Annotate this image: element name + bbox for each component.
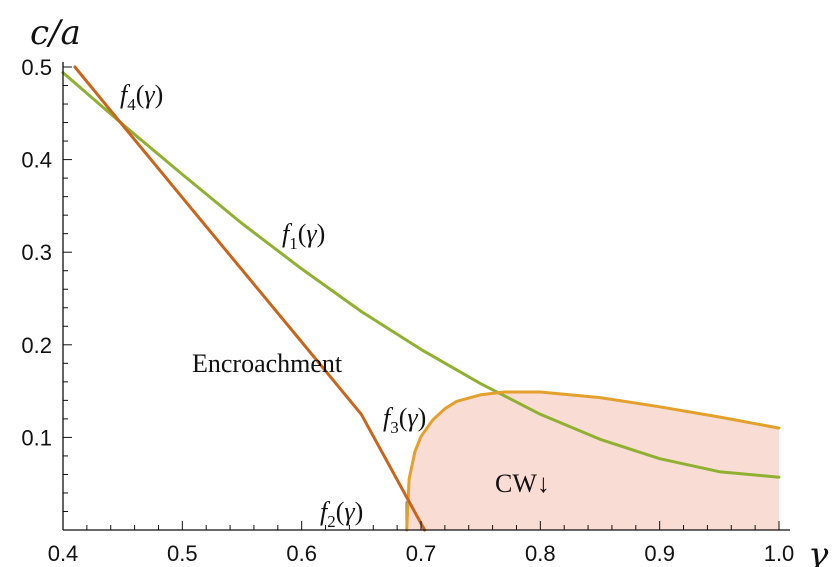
y-tick-label: 0.5 xyxy=(21,55,52,80)
label-f3-f: f xyxy=(383,403,394,432)
series-f1 xyxy=(61,71,781,479)
label-f2: f2(γ) xyxy=(320,497,363,531)
label-f1-sub: 1 xyxy=(289,234,298,253)
label-f2-sub: 2 xyxy=(327,512,336,531)
label-f3-close: ) xyxy=(418,403,427,432)
series-layer xyxy=(61,65,781,532)
label-f4-sub: 4 xyxy=(127,95,136,114)
x-tick-label: 0.6 xyxy=(286,541,317,566)
y-axis-title: c/a xyxy=(30,13,81,53)
cw-label: CW↓ xyxy=(495,469,550,498)
x-tick-label: 0.8 xyxy=(525,541,556,566)
label-f4-arg: ( xyxy=(136,80,145,109)
label-f2-close: ) xyxy=(355,497,364,526)
y-tick-label: 0.1 xyxy=(21,425,52,450)
axes: 0.4 0.5 0.6 0.7 0.8 0.9 1.0 0.1 0.2 0.3 0.4 0.5 xyxy=(21,55,794,566)
x-tick-label: 0.4 xyxy=(48,541,79,566)
label-f1-gamma: γ xyxy=(306,219,317,248)
label-f3-sub: 3 xyxy=(390,418,399,437)
y-tick-label: 0.2 xyxy=(21,333,52,358)
y-tick-label: 0.3 xyxy=(21,240,52,265)
label-f1-f: f xyxy=(282,219,293,248)
x-tick-label: 0.5 xyxy=(167,541,198,566)
encroachment-label: Encroachment xyxy=(192,349,343,378)
label-f2-gamma: γ xyxy=(344,497,355,526)
y-tick-label: 0.4 xyxy=(21,148,52,173)
label-f1-close: ) xyxy=(317,219,326,248)
label-f1-arg: ( xyxy=(298,219,307,248)
x-axis-title: γ xyxy=(808,535,829,567)
x-tick-label: 0.9 xyxy=(644,541,675,566)
label-f4: f4(γ) xyxy=(120,80,163,114)
label-f3-arg: ( xyxy=(399,403,408,432)
series-f4 xyxy=(73,65,427,532)
label-f2-arg: ( xyxy=(336,497,345,526)
series-f3 xyxy=(405,390,781,532)
label-f4-close: ) xyxy=(155,80,164,109)
label-f3: f3(γ) xyxy=(383,403,426,437)
label-f1: f1(γ) xyxy=(282,219,325,253)
cw-region xyxy=(406,392,779,530)
label-f4-gamma: γ xyxy=(144,80,155,109)
x-tick-label: 0.7 xyxy=(406,541,437,566)
label-f2-f: f xyxy=(320,497,331,526)
label-f4-f: f xyxy=(120,80,131,109)
label-f3-gamma: γ xyxy=(407,403,418,432)
x-tick-label: 1.0 xyxy=(764,541,795,566)
